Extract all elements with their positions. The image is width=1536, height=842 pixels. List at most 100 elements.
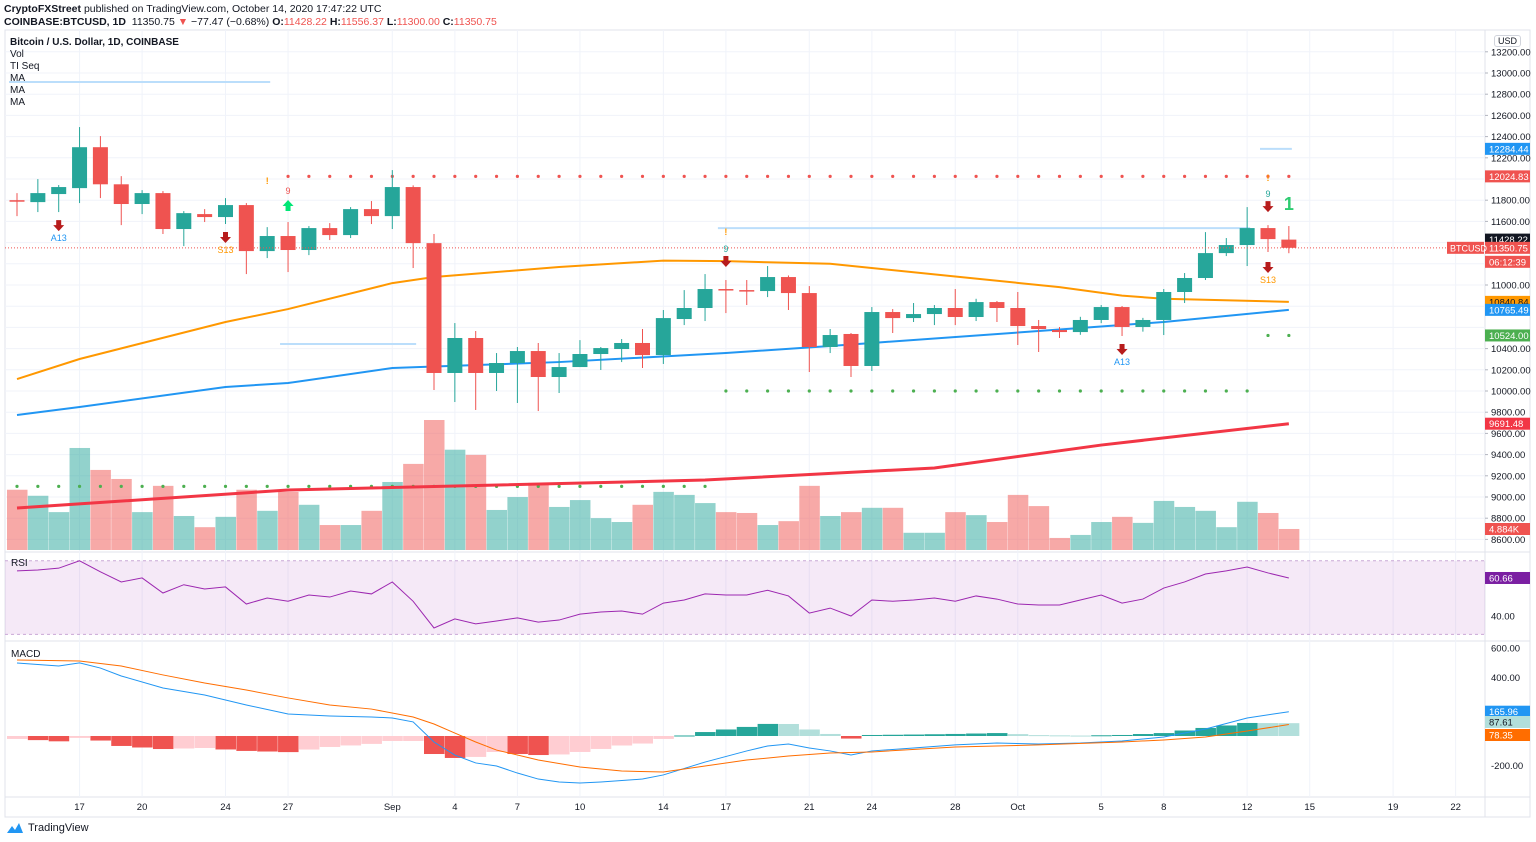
price-tick-label: 9200.00 [1491, 471, 1525, 482]
volume-bar [1153, 500, 1175, 550]
time-tick-label: 19 [1388, 802, 1399, 813]
arrow-down-icon [1116, 343, 1128, 355]
resistance-dot [911, 174, 916, 178]
volume-bar [361, 510, 382, 550]
macd-histogram-bar [799, 729, 820, 736]
support-dot [682, 484, 686, 488]
resistance-dot [328, 174, 332, 178]
macd-histogram-bar [1028, 735, 1050, 737]
resistance-dot [1245, 174, 1249, 178]
legend-item-ma[interactable]: MA [10, 85, 25, 96]
high-label: H: [329, 16, 341, 28]
volume-bar [90, 469, 111, 550]
price-tick-label: 10200.00 [1491, 365, 1531, 376]
support-dot [1224, 389, 1228, 393]
macd-pane-label[interactable]: MACD [11, 649, 41, 660]
macd-histogram-bar [653, 736, 674, 739]
candle-body [468, 338, 484, 373]
support-dot [620, 484, 624, 488]
support-dot [828, 389, 832, 393]
candle-body [322, 228, 338, 236]
volume-bar [1174, 506, 1196, 550]
close-label: C: [442, 16, 454, 28]
support-dot [1162, 389, 1166, 393]
macd-histogram-bar [424, 736, 445, 755]
candle-body [885, 312, 901, 319]
candle-body [1239, 228, 1255, 246]
volume-bar [882, 507, 904, 550]
candle-body [72, 147, 88, 189]
legend-item-vol[interactable]: Vol [10, 49, 24, 60]
symbol-label: COINBASE:BTCUSD, 1D [4, 16, 126, 28]
arrow-down-icon [220, 232, 231, 244]
td-count-label: 1 [1284, 194, 1294, 214]
candle [280, 222, 296, 273]
price-tick-label: 9600.00 [1491, 429, 1525, 440]
macd-histogram-bar [257, 736, 278, 752]
macd-histogram-bar [132, 736, 153, 748]
macd-histogram-bar [1195, 727, 1216, 736]
candle-body [113, 184, 129, 205]
publish-info: CryptoFXStreet published on TradingView.… [4, 3, 381, 15]
volume-bar [1028, 506, 1050, 550]
volume-bar [1091, 522, 1112, 550]
rsi-pane-label[interactable]: RSI [11, 558, 28, 569]
candle-body [343, 209, 359, 236]
candle [947, 289, 963, 326]
rsi-band [5, 560, 1485, 635]
legend-item-ma[interactable]: MA [10, 73, 25, 84]
candle-body [9, 200, 25, 202]
resistance-dot [578, 174, 582, 178]
resistance-dot [1078, 174, 1082, 178]
price-tick-label: 12800.00 [1491, 90, 1531, 101]
moving-average-line [16, 422, 1290, 510]
resistance-dot [599, 174, 603, 178]
price-tick-label: 8600.00 [1491, 535, 1525, 546]
time-tick-label: 21 [804, 802, 815, 813]
macd-histogram-bar [1278, 723, 1300, 736]
price-tag: 11350.75 [1485, 241, 1530, 254]
td-count-label: 9 [723, 244, 728, 254]
candle [1052, 326, 1067, 338]
price-tag-text: 12024.83 [1489, 172, 1529, 183]
resistance-dot [807, 174, 811, 178]
macd-value-tag: 78.35 [1485, 729, 1530, 742]
candle-body [1197, 253, 1213, 279]
publisher-name[interactable]: CryptoFXStreet [4, 3, 82, 15]
macd-histogram-bar [903, 734, 925, 736]
candle [447, 323, 463, 403]
resistance-dot [828, 174, 832, 178]
price-tag-bg [1485, 705, 1530, 718]
candle-body [197, 214, 213, 218]
candle-body [801, 293, 817, 348]
price-tag-text: 60.66 [1489, 573, 1513, 584]
volume-bar [1070, 534, 1091, 550]
candle-body [1177, 278, 1193, 292]
support-dot [557, 484, 561, 488]
candle-body [1010, 308, 1026, 327]
macd-histogram-bar [278, 736, 299, 753]
support-dot [995, 389, 999, 393]
volume-bar [1132, 522, 1154, 550]
currency-button[interactable]: USD [1494, 35, 1522, 47]
volume-bar [444, 449, 466, 550]
price-tick-label: 9400.00 [1491, 450, 1525, 461]
legend-item-tiseq[interactable]: TI Seq [10, 61, 40, 72]
td-setup-label: A13 [1114, 357, 1130, 367]
signal-line [16, 659, 1289, 773]
macd-histogram-bar [319, 736, 341, 747]
macd-histogram-bar [611, 736, 633, 746]
volume-bar [382, 481, 403, 550]
candle-body [906, 314, 922, 319]
legend-item-ma[interactable]: MA [10, 97, 25, 108]
candle-body [551, 367, 567, 378]
resistance-dot [432, 174, 436, 178]
candle-body [655, 318, 671, 356]
legend-title[interactable]: Bitcoin / U.S. Dollar, 1D, COINBASE [10, 37, 179, 48]
support-dot [891, 389, 895, 393]
time-tick-label: 27 [283, 802, 294, 813]
price-tag-text: 4.884K [1489, 525, 1520, 536]
tradingview-logo[interactable]: TradingView [6, 822, 89, 834]
candle [1114, 305, 1130, 336]
